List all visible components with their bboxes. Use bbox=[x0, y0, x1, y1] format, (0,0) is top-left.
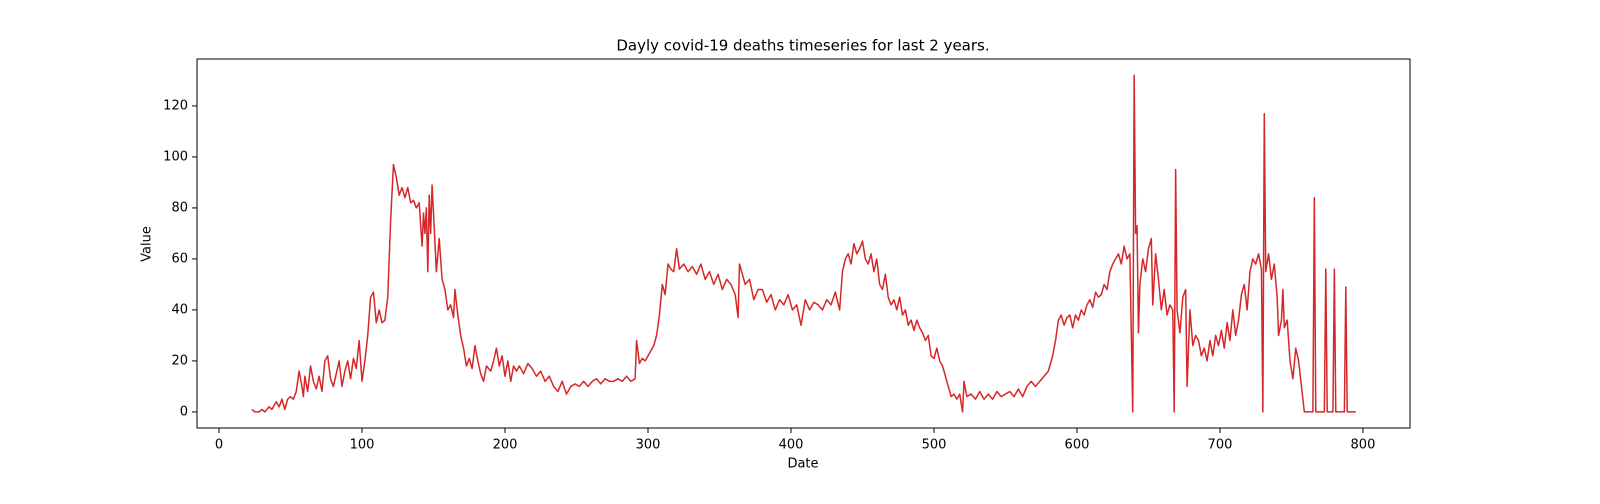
x-tick-label: 0 bbox=[215, 438, 223, 453]
x-axis-label: Date bbox=[787, 457, 818, 472]
y-tick-label: 20 bbox=[171, 353, 188, 368]
x-tick-label: 100 bbox=[350, 438, 375, 453]
y-tick-label: 60 bbox=[171, 251, 188, 266]
x-tick-label: 800 bbox=[1351, 438, 1376, 453]
y-tick-label: 40 bbox=[171, 302, 188, 317]
x-tick-label: 700 bbox=[1208, 438, 1233, 453]
x-tick-label: 500 bbox=[922, 438, 947, 453]
y-tick-label: 100 bbox=[163, 149, 188, 164]
chart-title: Dayly covid-19 deaths timeseries for las… bbox=[616, 37, 989, 55]
x-tick-label: 200 bbox=[493, 438, 518, 453]
y-tick-label: 80 bbox=[171, 200, 188, 215]
x-tick-label: 600 bbox=[1065, 438, 1090, 453]
y-tick-label: 120 bbox=[163, 98, 188, 113]
x-tick-label: 300 bbox=[636, 438, 661, 453]
y-axis-label: Value bbox=[140, 226, 155, 262]
y-tick-label: 0 bbox=[180, 404, 188, 419]
data-line bbox=[251, 74, 1356, 413]
x-tick-label: 400 bbox=[779, 438, 804, 453]
plot-frame bbox=[196, 58, 1411, 429]
